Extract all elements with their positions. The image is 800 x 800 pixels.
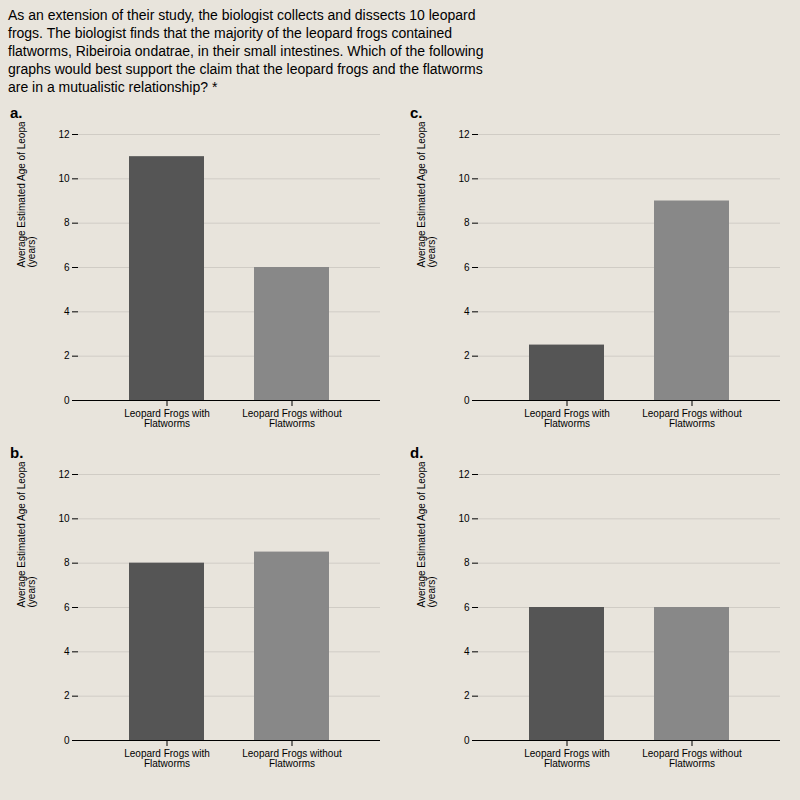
svg-text:0: 0 <box>64 395 70 406</box>
svg-text:12: 12 <box>458 469 470 480</box>
svg-text:8: 8 <box>464 557 470 568</box>
svg-text:0: 0 <box>464 395 470 406</box>
svg-text:0: 0 <box>64 735 70 746</box>
svg-text:2: 2 <box>64 350 70 361</box>
svg-text:Leopard Frogs withoutFlatworms: Leopard Frogs withoutFlatworms <box>242 748 342 769</box>
svg-text:12: 12 <box>58 469 70 480</box>
svg-text:8: 8 <box>464 217 470 228</box>
svg-text:6: 6 <box>64 602 70 613</box>
svg-text:4: 4 <box>464 306 470 317</box>
svg-text:Leopard Frogs withoutFlatworms: Leopard Frogs withoutFlatworms <box>242 408 342 429</box>
svg-text:Leopard Frogs withoutFlatworms: Leopard Frogs withoutFlatworms <box>642 408 742 429</box>
svg-text:6: 6 <box>464 262 470 273</box>
svg-text:Leopard Frogs withFlatworms: Leopard Frogs withFlatworms <box>124 408 210 429</box>
svg-text:8: 8 <box>64 557 70 568</box>
svg-text:Leopard Frogs withFlatworms: Leopard Frogs withFlatworms <box>524 408 610 429</box>
svg-text:4: 4 <box>464 646 470 657</box>
svg-text:Average Estimated Age of Leopa: Average Estimated Age of Leopard Frogs(y… <box>416 462 437 608</box>
svg-text:Leopard Frogs withFlatworms: Leopard Frogs withFlatworms <box>124 748 210 769</box>
svg-text:10: 10 <box>458 513 470 524</box>
svg-text:Leopard Frogs withoutFlatworms: Leopard Frogs withoutFlatworms <box>642 748 742 769</box>
html-text:b.: b. <box>10 444 24 461</box>
svg-text:2: 2 <box>64 690 70 701</box>
html-text:d.: d. <box>410 444 424 461</box>
svg-text:10: 10 <box>458 173 470 184</box>
svg-text:Average Estimated Age of Leopa: Average Estimated Age of Leopard Frogs(y… <box>416 122 437 268</box>
svg-text:2: 2 <box>464 690 470 701</box>
svg-text:6: 6 <box>464 602 470 613</box>
svg-text:0: 0 <box>464 735 470 746</box>
svg-text:8: 8 <box>64 217 70 228</box>
svg-text:10: 10 <box>58 173 70 184</box>
svg-text:12: 12 <box>58 129 70 140</box>
svg-text:4: 4 <box>64 306 70 317</box>
svg-text:10: 10 <box>58 513 70 524</box>
html-text:As an extension of their study: As an extension of their study, the biol… <box>8 7 484 95</box>
html-text:a.: a. <box>10 104 23 121</box>
svg-text:Average Estimated Age of Leopa: Average Estimated Age of Leopard Frogs(y… <box>16 122 37 268</box>
svg-text:6: 6 <box>64 262 70 273</box>
svg-text:4: 4 <box>64 646 70 657</box>
svg-text:Leopard Frogs withFlatworms: Leopard Frogs withFlatworms <box>524 748 610 769</box>
svg-text:Average Estimated Age of Leopa: Average Estimated Age of Leopard Frogs(y… <box>16 462 37 608</box>
svg-text:12: 12 <box>458 129 470 140</box>
html-text:c.: c. <box>410 104 423 121</box>
svg-text:2: 2 <box>464 350 470 361</box>
